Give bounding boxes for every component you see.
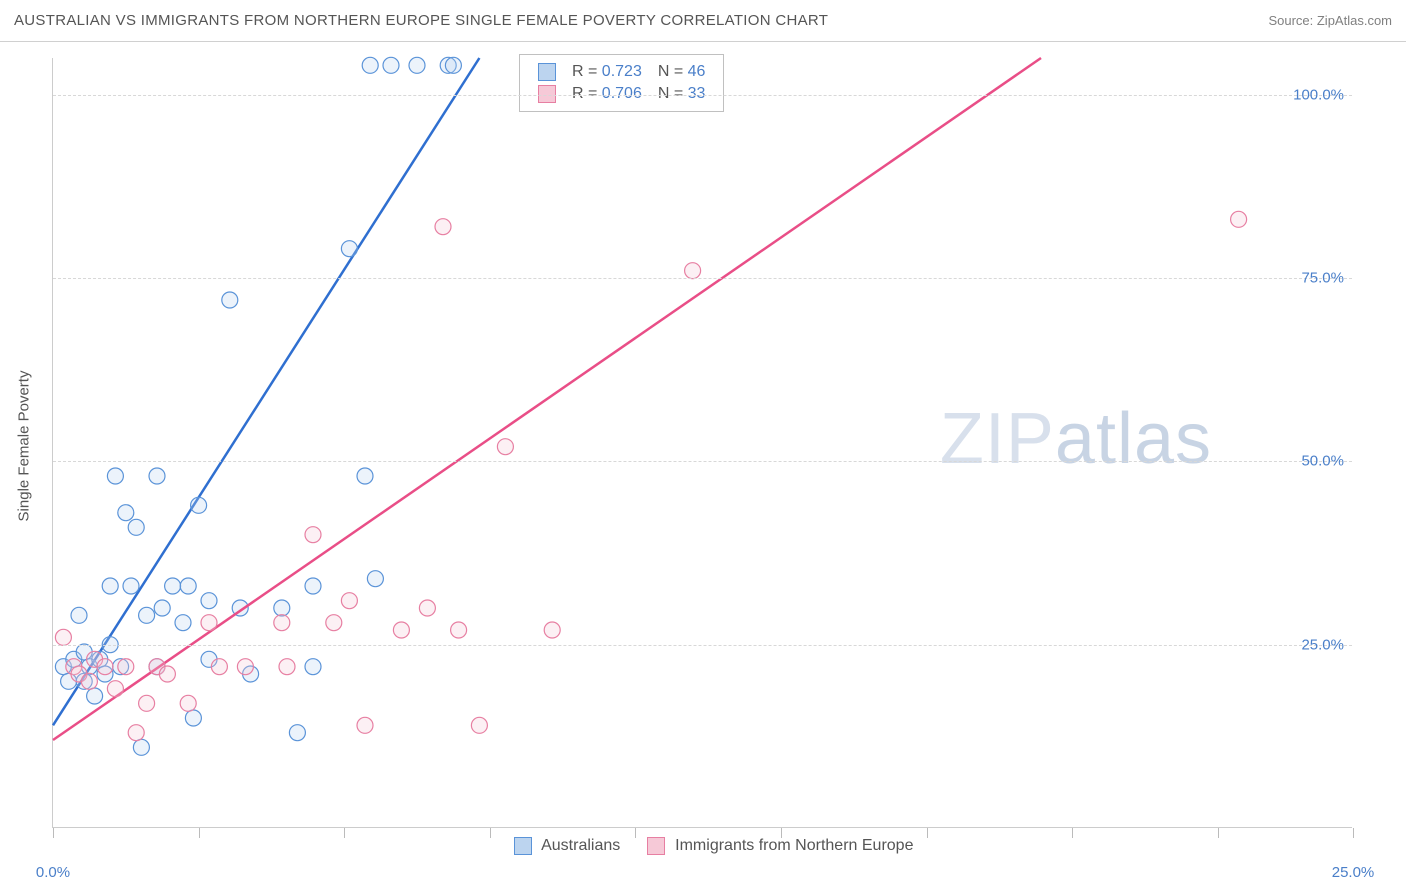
data-point-australians — [185, 710, 201, 726]
x-tick — [635, 828, 636, 838]
y-tick-label: 100.0% — [1293, 86, 1344, 103]
data-point-australians — [149, 468, 165, 484]
data-point-immigrants — [393, 622, 409, 638]
data-point-australians — [123, 578, 139, 594]
legend-row-series-0: R = 0.723 N = 46 — [530, 61, 713, 83]
swatch-bottom-1 — [647, 837, 665, 855]
x-tick — [199, 828, 200, 838]
grid-line-h — [53, 278, 1352, 279]
data-point-immigrants — [55, 629, 71, 645]
data-point-australians — [305, 659, 321, 675]
data-point-immigrants — [128, 725, 144, 741]
x-tick — [53, 828, 54, 838]
data-point-immigrants — [107, 681, 123, 697]
legend-label-1: Immigrants from Northern Europe — [675, 837, 913, 854]
data-point-immigrants — [357, 717, 373, 733]
data-point-australians — [274, 600, 290, 616]
data-point-australians — [133, 739, 149, 755]
data-point-australians — [445, 57, 461, 73]
chart-source: Source: ZipAtlas.com — [1268, 13, 1392, 28]
data-point-immigrants — [81, 673, 97, 689]
data-point-immigrants — [201, 615, 217, 631]
data-point-australians — [305, 578, 321, 594]
data-point-australians — [201, 593, 217, 609]
data-point-australians — [165, 578, 181, 594]
x-tick — [927, 828, 928, 838]
data-point-immigrants — [685, 263, 701, 279]
x-tick-label-min: 0.0% — [36, 864, 70, 881]
x-tick — [781, 828, 782, 838]
legend-label-0: Australians — [541, 837, 620, 854]
data-point-australians — [118, 505, 134, 521]
data-point-immigrants — [341, 593, 357, 609]
grid-line-h — [53, 461, 1352, 462]
data-point-australians — [409, 57, 425, 73]
swatch-bottom-0 — [514, 837, 532, 855]
data-point-immigrants — [435, 219, 451, 235]
data-point-australians — [357, 468, 373, 484]
n-label: N = — [658, 63, 683, 80]
r-value-0: 0.723 — [602, 63, 642, 80]
x-tick — [1353, 828, 1354, 838]
data-point-australians — [367, 571, 383, 587]
chart-title: AUSTRALIAN VS IMMIGRANTS FROM NORTHERN E… — [14, 12, 828, 29]
data-point-australians — [87, 688, 103, 704]
data-point-immigrants — [471, 717, 487, 733]
r-label: R = — [572, 63, 597, 80]
y-tick-label: 50.0% — [1301, 453, 1344, 470]
chart-header: AUSTRALIAN VS IMMIGRANTS FROM NORTHERN E… — [0, 0, 1406, 42]
data-point-australians — [383, 57, 399, 73]
y-tick-label: 75.0% — [1301, 270, 1344, 287]
data-point-immigrants — [451, 622, 467, 638]
data-point-australians — [107, 468, 123, 484]
data-point-australians — [128, 519, 144, 535]
plot-svg — [53, 58, 1352, 827]
data-point-australians — [289, 725, 305, 741]
n-value-0: 46 — [688, 63, 706, 80]
data-point-australians — [139, 607, 155, 623]
grid-line-h — [53, 95, 1352, 96]
data-point-australians — [362, 57, 378, 73]
x-tick-label-max: 25.0% — [1332, 864, 1375, 881]
legend-table: R = 0.723 N = 46 R = 0.706 N = 33 — [530, 61, 713, 105]
data-point-immigrants — [159, 666, 175, 682]
data-point-immigrants — [211, 659, 227, 675]
data-point-immigrants — [139, 695, 155, 711]
data-point-australians — [191, 497, 207, 513]
y-tick-label: 25.0% — [1301, 636, 1344, 653]
data-point-immigrants — [305, 527, 321, 543]
regression-line-immigrants — [53, 58, 1041, 740]
data-point-immigrants — [497, 439, 513, 455]
grid-line-h — [53, 645, 1352, 646]
data-point-immigrants — [1231, 211, 1247, 227]
data-point-immigrants — [326, 615, 342, 631]
data-point-immigrants — [544, 622, 560, 638]
data-point-australians — [71, 607, 87, 623]
x-tick — [344, 828, 345, 838]
x-tick — [1218, 828, 1219, 838]
data-point-immigrants — [279, 659, 295, 675]
x-tick — [490, 828, 491, 838]
swatch-series-0 — [538, 63, 556, 81]
y-axis-label: Single Female Poverty — [16, 371, 33, 522]
legend-series-names: Australians Immigrants from Northern Eur… — [53, 837, 1352, 855]
data-point-australians — [102, 578, 118, 594]
data-point-immigrants — [274, 615, 290, 631]
data-point-australians — [341, 241, 357, 257]
data-point-immigrants — [180, 695, 196, 711]
data-point-australians — [222, 292, 238, 308]
data-point-immigrants — [97, 659, 113, 675]
legend-correlation-box: R = 0.723 N = 46 R = 0.706 N = 33 — [519, 54, 724, 112]
data-point-immigrants — [118, 659, 134, 675]
data-point-australians — [154, 600, 170, 616]
x-tick — [1072, 828, 1073, 838]
data-point-australians — [175, 615, 191, 631]
plot-area: ZIPatlas R = 0.723 N = 46 R = 0.706 N = … — [52, 58, 1352, 828]
data-point-australians — [180, 578, 196, 594]
data-point-immigrants — [419, 600, 435, 616]
data-point-immigrants — [237, 659, 253, 675]
regression-line-australians — [53, 58, 479, 725]
